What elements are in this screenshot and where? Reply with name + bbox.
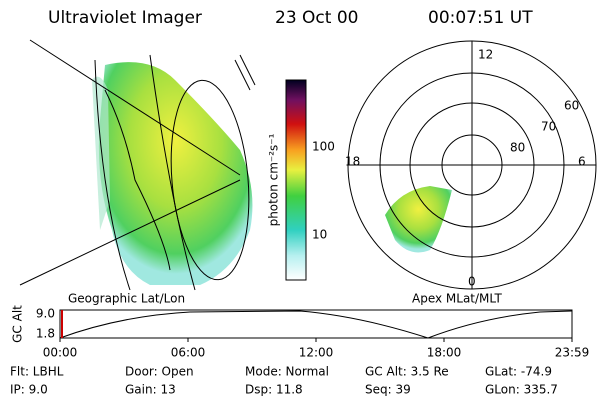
colorbar-tick: 100 [312,140,335,154]
mlt-label: 0 [468,275,476,289]
mlt-label: 18 [345,155,360,169]
x-label: 06:00 [171,346,206,360]
caption: Apex MLat/MLT [412,292,502,306]
axis-label: GC Alt [11,305,25,343]
time: 00:07:51 UT [428,8,533,28]
info-field: Gain: 13 [125,383,176,397]
info-field: GC Alt: 3.5 Re [365,365,449,379]
x-label: 18:00 [427,346,462,360]
mlat-label: 70 [541,120,556,134]
info-field: GLon: 335.7 [485,383,558,397]
mlat-label: 80 [510,141,525,155]
info-field: Mode: Normal [245,365,329,379]
x-label: 12:00 [299,346,334,360]
date: 23 Oct 00 [275,8,358,28]
y-label: 1.8 [36,327,55,341]
mlt-label: 12 [478,48,493,62]
info-field: GLat: -74.9 [485,365,552,379]
info-field: Door: Open [125,365,194,379]
caption: Geographic Lat/Lon [68,292,185,306]
info-field: Dsp: 11.8 [245,383,303,397]
timeline: GC Alt 9.0 1.8 00:00 06:00 12:00 18:00 23:59 [11,305,590,360]
x-label: 23:59 [555,346,590,360]
colorbar [285,79,307,281]
info-field: Flt: LBHL [10,365,64,379]
colorbar-label: photon cm⁻²s⁻¹ [267,133,281,226]
info-field: IP: 9.0 [10,383,48,397]
mlat-label: 60 [564,99,579,113]
mlt-label: 6 [578,155,586,169]
x-label: 00:00 [43,346,78,360]
geographic-map [19,39,256,291]
info-field: Seq: 39 [365,383,411,397]
title: Ultraviolet Imager [48,8,202,28]
colorbar-tick: 10 [312,228,327,242]
polar-plot: 12 18 6 0 60 70 80 [345,40,597,290]
y-label: 9.0 [36,307,55,321]
